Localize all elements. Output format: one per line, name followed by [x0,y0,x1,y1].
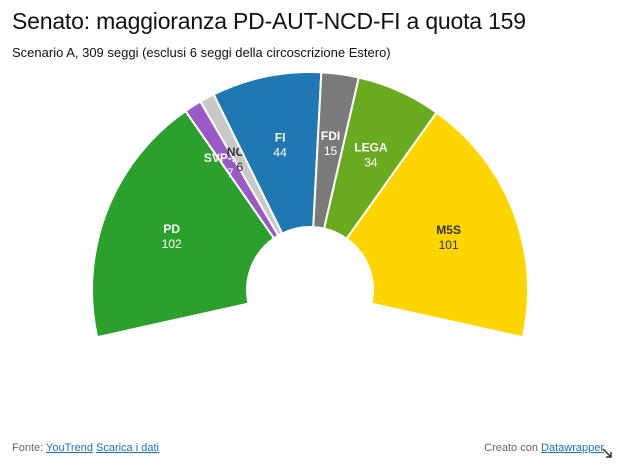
source-prefix: Fonte: [12,442,44,454]
slice-fi[interactable] [212,71,323,235]
slice-m5s[interactable] [345,111,529,339]
footer-source: Fonte: YouTrend Scarica i dati [12,442,159,454]
slice-label-fi: FI [275,131,286,145]
datawrapper-link[interactable]: Datawrapper [541,442,604,454]
slice-label-m5s: M5S [436,223,461,237]
slice-value-fdi: 15 [324,144,338,158]
credit-prefix: Creato con [484,442,538,454]
chart-title: Senato: maggioranza PD-AUT-NCD-FI a quot… [12,8,526,34]
slice-value-pd: 102 [162,237,182,251]
slice-label-fdi: FDI [321,129,340,143]
source-link[interactable]: YouTrend [46,442,93,454]
slice-label-pd: PD [163,222,180,236]
slice-label-lega: LEGA [354,141,388,155]
slice-pd[interactable] [91,109,276,339]
chart-subtitle: Scenario A, 309 seggi (esclusi 6 seggi d… [12,45,391,60]
slice-value-svp-aut: 7 [227,166,234,180]
slice-value-fi: 44 [273,146,287,160]
resize-icon[interactable] [602,448,612,458]
slice-value-lega: 34 [364,156,378,170]
download-data-link[interactable]: Scarica i dati [96,442,159,454]
slice-value-ncd: 6 [236,160,243,174]
slice-value-m5s: 101 [439,238,459,252]
footer-credit: Creato con Datawrapper [484,442,604,454]
